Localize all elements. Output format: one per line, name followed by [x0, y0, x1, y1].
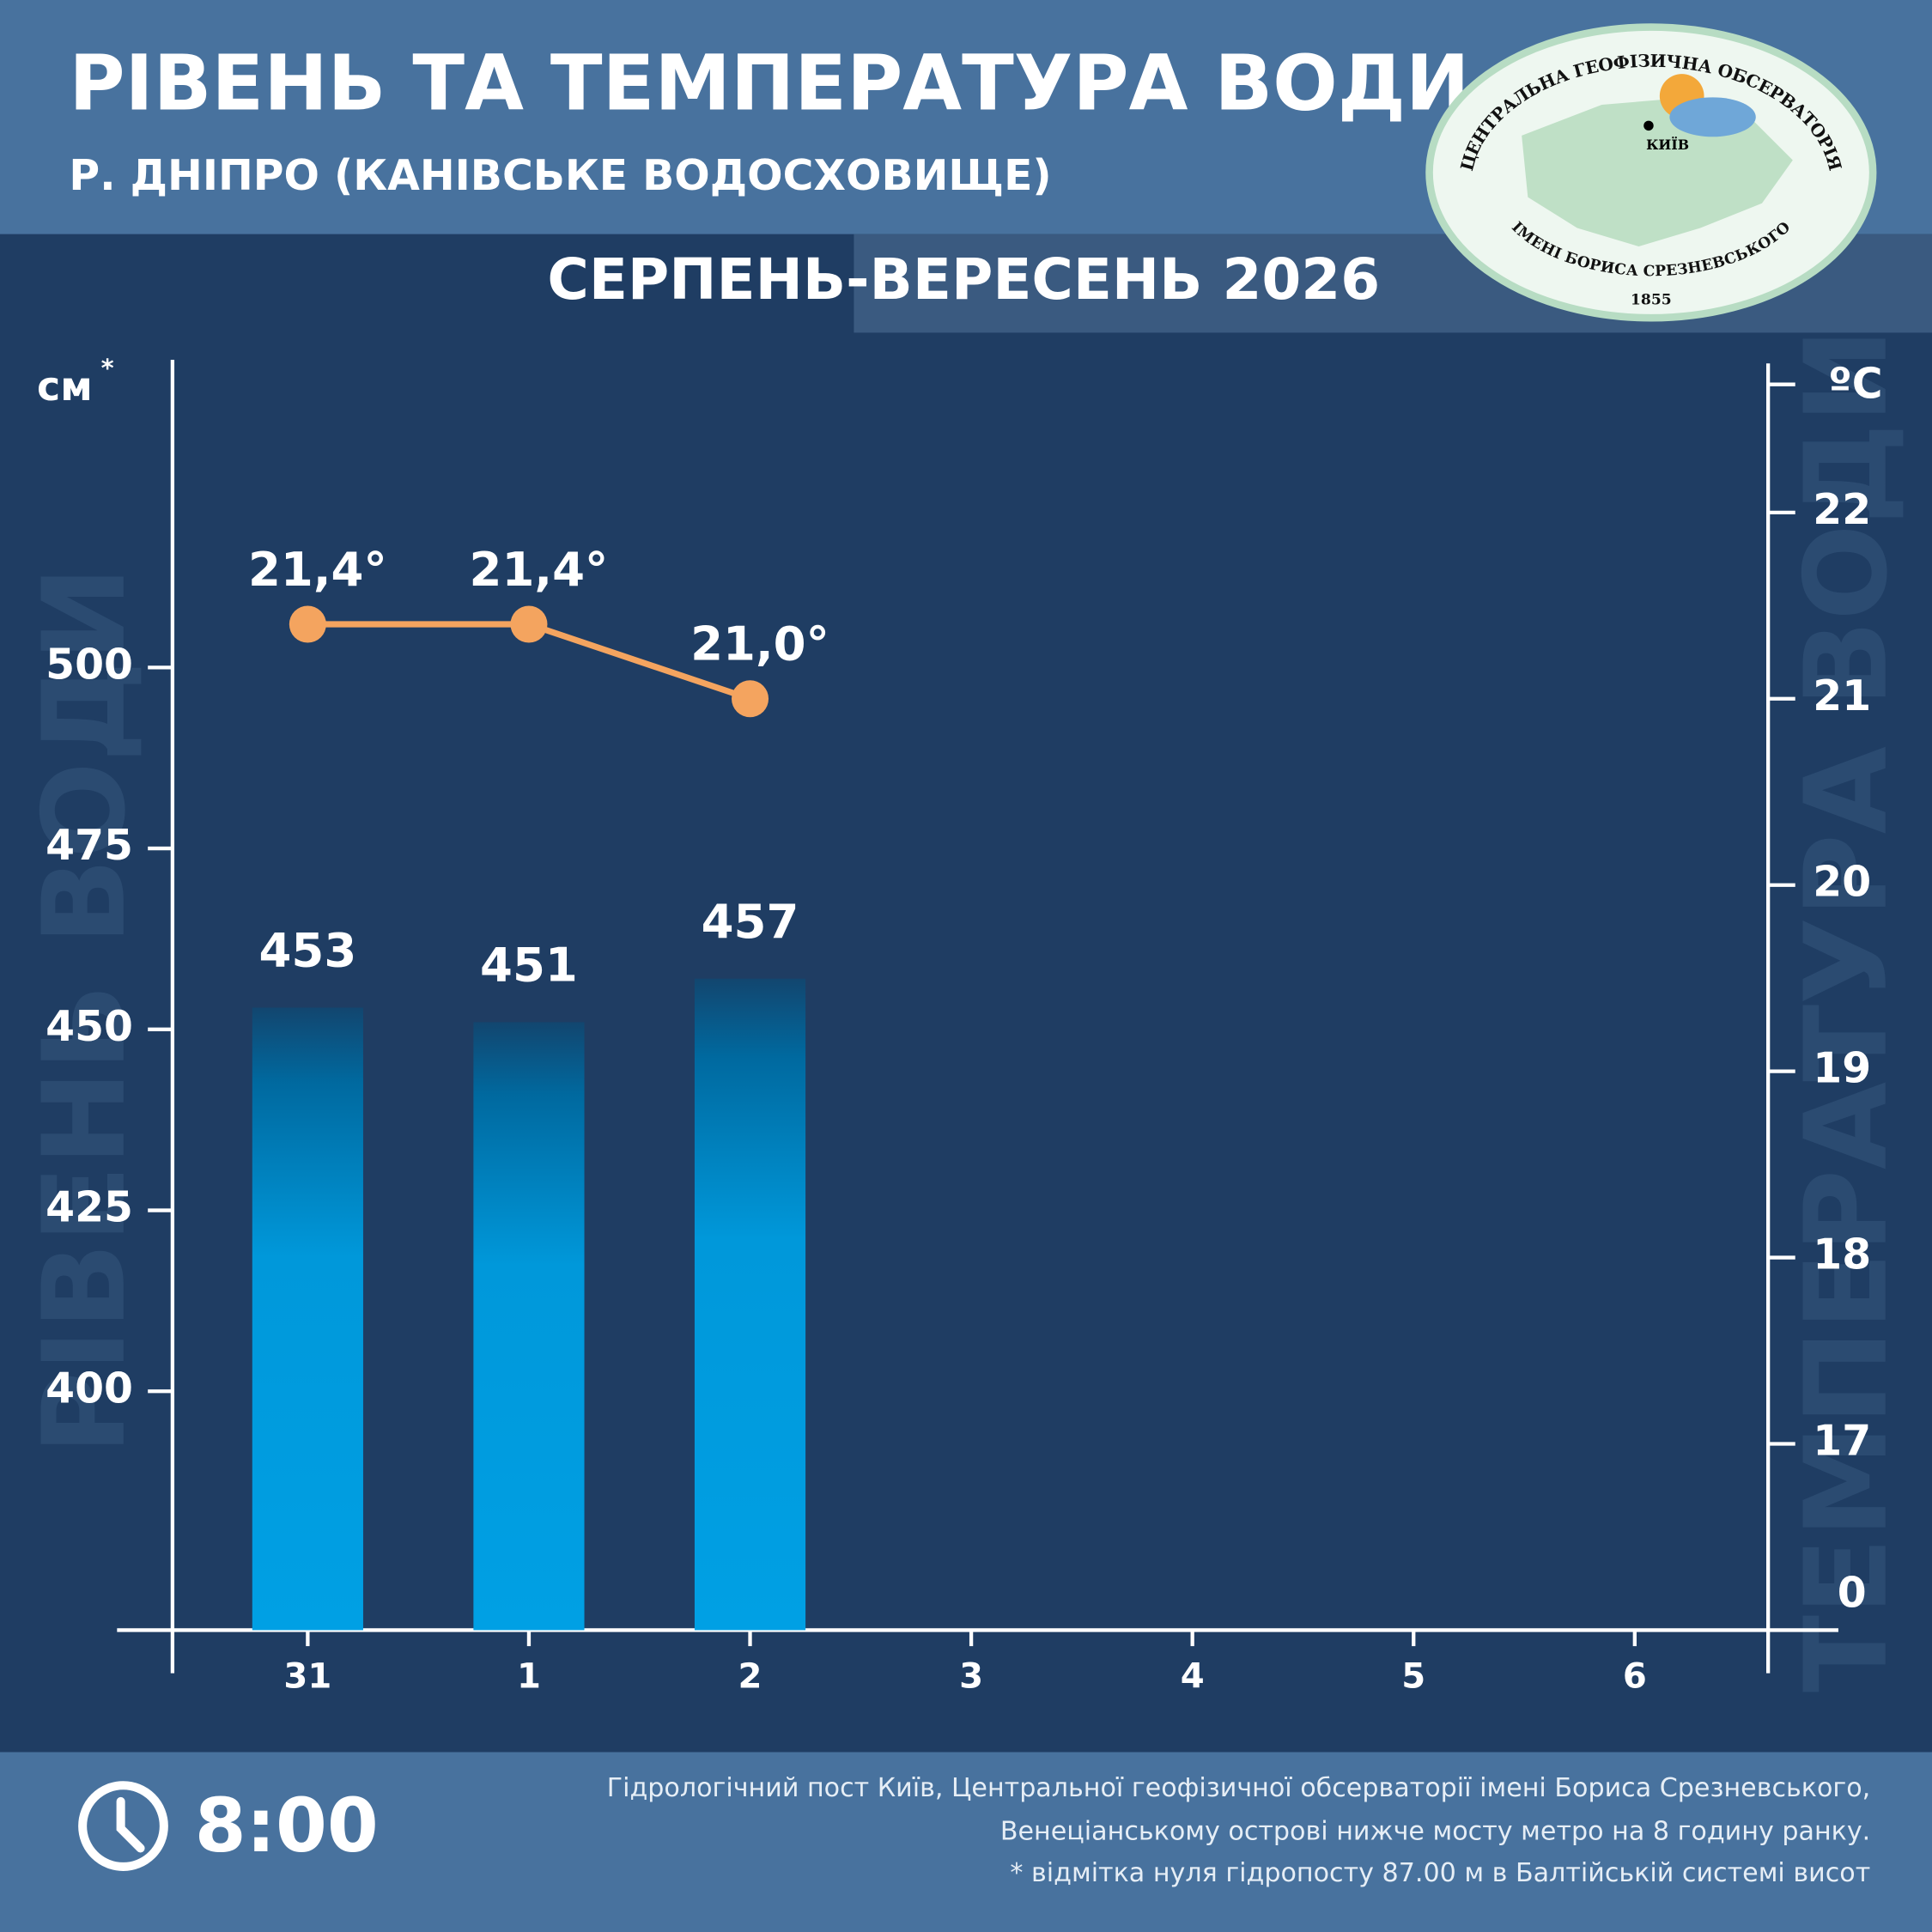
note-line: Гідрологічний пост Київ, Центральної гео… — [607, 1773, 1871, 1803]
period: СЕРПЕНЬ-ВЕРЕСЕНЬ 2026 — [547, 246, 1380, 313]
x-tick-label: 5 — [1401, 1656, 1425, 1696]
x-tick-label: 6 — [1623, 1656, 1647, 1696]
y-tick-label: 425 — [46, 1183, 133, 1232]
logo-year: 1855 — [1631, 292, 1672, 309]
clock-icon — [78, 1781, 168, 1871]
logo-cloud — [1669, 97, 1756, 137]
y2-tick-label: 20 — [1813, 858, 1871, 907]
bar-label: 457 — [702, 894, 799, 949]
y-tick-label: 400 — [46, 1364, 133, 1413]
temperature-point — [289, 605, 326, 643]
y2-axis-label: ТЕМПЕРАТУРА ВОДИ — [1781, 328, 1913, 1692]
title: РІВЕНЬ ТА ТЕМПЕРАТУРА ВОДИ — [69, 39, 1469, 128]
bar — [252, 1007, 363, 1631]
temperature-point — [732, 680, 769, 718]
y-tick-label: 500 — [46, 640, 133, 689]
x-tick-label: 2 — [738, 1656, 762, 1696]
y2-tick-label: 22 — [1813, 485, 1871, 534]
bar-label: 451 — [480, 937, 578, 992]
y-tick-label: 450 — [46, 1002, 133, 1051]
temperature-label: 21,0° — [690, 617, 829, 671]
y2-tick-label: 17 — [1813, 1417, 1871, 1466]
logo: КИЇВ ЦЕНТРАЛЬНА ГЕОФІЗИЧНА ОБСЕРВАТОРІЯ … — [1425, 23, 1877, 322]
y-axis-label: РІВЕНЬ ВОДИ — [19, 566, 151, 1455]
x-tick-label: 3 — [959, 1656, 983, 1696]
y-unit-mark: * — [101, 353, 114, 382]
bar-label: 453 — [258, 923, 356, 978]
note-line: * відмітка нуля гідропосту 87.00 м в Бал… — [1010, 1858, 1870, 1888]
y2-unit: ºC — [1828, 360, 1882, 409]
y2-tick-label: 18 — [1813, 1230, 1871, 1279]
temperature-label: 21,4° — [248, 542, 387, 597]
y-tick-label: 475 — [46, 821, 133, 870]
logo-city: КИЇВ — [1646, 136, 1689, 153]
clock-face — [78, 1781, 168, 1871]
temperature-label: 21,4° — [470, 542, 609, 597]
logo-city-dot — [1643, 120, 1654, 131]
x-tick-label: 31 — [283, 1656, 331, 1696]
clock-hands — [116, 1796, 145, 1853]
note-line: Венеціанському острові нижче мосту метро… — [1000, 1816, 1870, 1846]
time: 8:00 — [195, 1783, 379, 1869]
x-tick-label: 1 — [517, 1656, 541, 1696]
bar — [694, 978, 806, 1631]
y2-tick-label: 21 — [1813, 671, 1871, 720]
y2-break-label: 0 — [1838, 1568, 1867, 1617]
y-unit: см — [37, 363, 93, 410]
subtitle: Р. ДНІПРО (КАНІВСЬКЕ ВОДОСХОВИЩЕ) — [69, 151, 1051, 200]
temperature-point — [510, 605, 548, 643]
y2-tick-label: 19 — [1813, 1044, 1871, 1093]
bar — [473, 1022, 585, 1631]
footer-band — [0, 1752, 1932, 1932]
x-tick-label: 4 — [1181, 1656, 1205, 1696]
